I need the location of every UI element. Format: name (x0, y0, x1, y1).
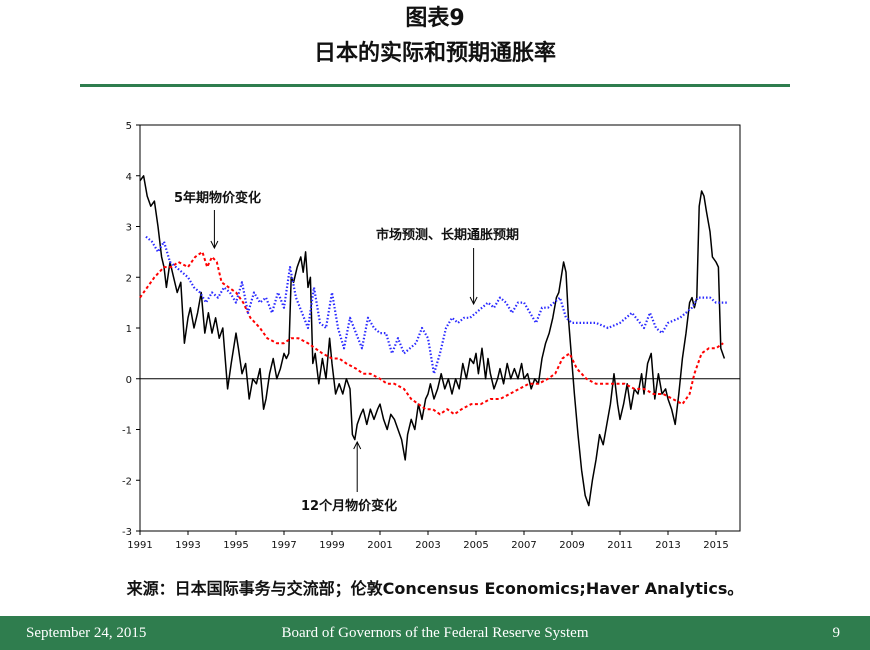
footer-organization: Board of Governors of the Federal Reserv… (281, 625, 589, 641)
inflation-line-chart: 5 4 3 2 1 0 -1 -2 -3 1991 1993 1995 1997 1999 2001 2003… (122, 121, 741, 551)
five-year-pointer-arrow-head (210, 240, 219, 250)
annotation-market-expectation-label: 市场预测、长期通胀预期 (376, 227, 519, 243)
y-tick-label: 0 (126, 375, 132, 386)
series-line-market (145, 235, 728, 375)
x-tick-label: 2003 (415, 540, 440, 551)
x-tick-label: 2005 (463, 540, 488, 551)
x-tick-label: 2001 (367, 540, 392, 551)
y-tick-label: 5 (126, 121, 132, 132)
axes-layer: 5 4 3 2 1 0 -1 -2 -3 1991 1993 1995 1997 1999 2001 2003… (122, 121, 741, 551)
y-tick-label: -2 (122, 476, 132, 487)
annotation-layer: 5年期物价变化 市场预测、长期通胀预期 12个月物价变化 (174, 190, 519, 514)
title-divider (80, 84, 790, 87)
x-tick-label: 2009 (559, 540, 584, 551)
y-tick-label: -1 (122, 426, 132, 437)
market-pointer-arrow-head (469, 296, 478, 306)
y-tick-label: -3 (122, 527, 132, 538)
series-line-five_year (139, 250, 724, 416)
y-tick-label: 3 (126, 223, 132, 234)
actual-pointer-arrow-head (353, 440, 362, 450)
x-tick-label: 1995 (223, 540, 248, 551)
footer-date: September 24, 2015 (26, 625, 147, 641)
x-tick-label: 2007 (511, 540, 536, 551)
slide-title: 图表9 (405, 6, 465, 31)
x-tick-label: 2015 (703, 540, 728, 551)
annotation-actual-12-month-label: 12个月物价变化 (301, 498, 397, 514)
footer-bar: September 24, 2015 Board of Governors of… (0, 616, 870, 650)
annotation-five-year-label: 5年期物价变化 (174, 190, 261, 206)
y-tick-label: 4 (126, 172, 132, 183)
series-line-actual (139, 175, 726, 507)
y-tick-label: 1 (126, 324, 132, 335)
x-tick-label: 1997 (271, 540, 296, 551)
x-tick-label: 1993 (175, 540, 200, 551)
source-note: 来源：日本国际事务与交流部；伦敦Concensus Economics;Have… (126, 579, 744, 598)
slide-subtitle: 日本的实际和预期通胀率 (313, 41, 556, 66)
x-tick-label: 1991 (127, 540, 152, 551)
footer-page-number: 9 (832, 625, 841, 641)
x-tick-label: 2013 (655, 540, 680, 551)
x-tick-label: 2011 (607, 540, 632, 551)
series-layer (139, 175, 728, 507)
plot-frame (139, 124, 741, 532)
y-tick-label: 2 (126, 273, 132, 284)
x-tick-label: 1999 (319, 540, 344, 551)
